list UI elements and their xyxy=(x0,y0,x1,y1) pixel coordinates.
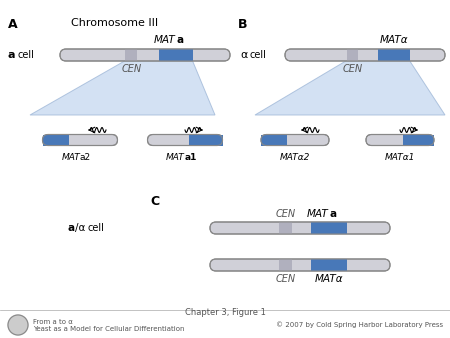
Text: MAT: MAT xyxy=(166,153,185,162)
Text: B: B xyxy=(238,18,248,31)
FancyBboxPatch shape xyxy=(261,135,329,145)
Text: From a to α
Yeast as a Model for Cellular Differentiation: From a to α Yeast as a Model for Cellula… xyxy=(33,319,184,332)
Text: Chromosome III: Chromosome III xyxy=(72,18,158,28)
Bar xyxy=(279,222,292,234)
Text: cell: cell xyxy=(18,50,35,60)
FancyBboxPatch shape xyxy=(366,135,434,145)
Bar xyxy=(279,259,292,271)
FancyBboxPatch shape xyxy=(210,222,390,234)
Text: C: C xyxy=(150,195,159,208)
Text: cell: cell xyxy=(88,223,105,233)
Text: MATα: MATα xyxy=(315,274,343,284)
Bar xyxy=(126,49,137,61)
FancyBboxPatch shape xyxy=(210,259,390,271)
Text: cell: cell xyxy=(250,50,267,60)
Bar xyxy=(378,49,410,61)
Text: a: a xyxy=(330,209,337,219)
FancyBboxPatch shape xyxy=(148,135,222,145)
Text: MATα2: MATα2 xyxy=(280,153,310,162)
Text: MATα1: MATα1 xyxy=(385,153,415,162)
Text: MAT: MAT xyxy=(154,35,176,45)
Bar xyxy=(311,259,347,271)
Text: CEN: CEN xyxy=(275,209,296,219)
Text: A: A xyxy=(8,18,18,31)
Text: a2: a2 xyxy=(80,153,91,162)
Text: © 2007 by Cold Spring Harbor Laboratory Press: © 2007 by Cold Spring Harbor Laboratory … xyxy=(276,322,443,328)
FancyBboxPatch shape xyxy=(60,49,230,61)
Bar xyxy=(346,49,358,61)
Text: a1: a1 xyxy=(185,153,198,162)
FancyBboxPatch shape xyxy=(42,135,117,145)
FancyBboxPatch shape xyxy=(285,49,445,61)
Text: α: α xyxy=(240,50,248,60)
Bar xyxy=(261,135,287,145)
Text: Chapter 3, Figure 1: Chapter 3, Figure 1 xyxy=(184,308,266,317)
Text: CEN: CEN xyxy=(342,64,362,74)
Text: CEN: CEN xyxy=(122,64,141,74)
Bar xyxy=(403,135,434,145)
Text: a: a xyxy=(8,50,15,60)
Text: a: a xyxy=(68,223,75,233)
Text: MATα: MATα xyxy=(379,35,408,45)
Bar xyxy=(158,49,193,61)
Polygon shape xyxy=(30,61,215,115)
Text: MAT: MAT xyxy=(307,209,329,219)
Bar xyxy=(42,135,69,145)
Text: a: a xyxy=(176,35,184,45)
Text: /α: /α xyxy=(75,223,86,233)
Circle shape xyxy=(8,315,28,335)
Text: MAT: MAT xyxy=(61,153,80,162)
Text: CEN: CEN xyxy=(275,274,296,284)
Bar xyxy=(311,222,347,234)
Polygon shape xyxy=(255,61,445,115)
Bar xyxy=(189,135,222,145)
